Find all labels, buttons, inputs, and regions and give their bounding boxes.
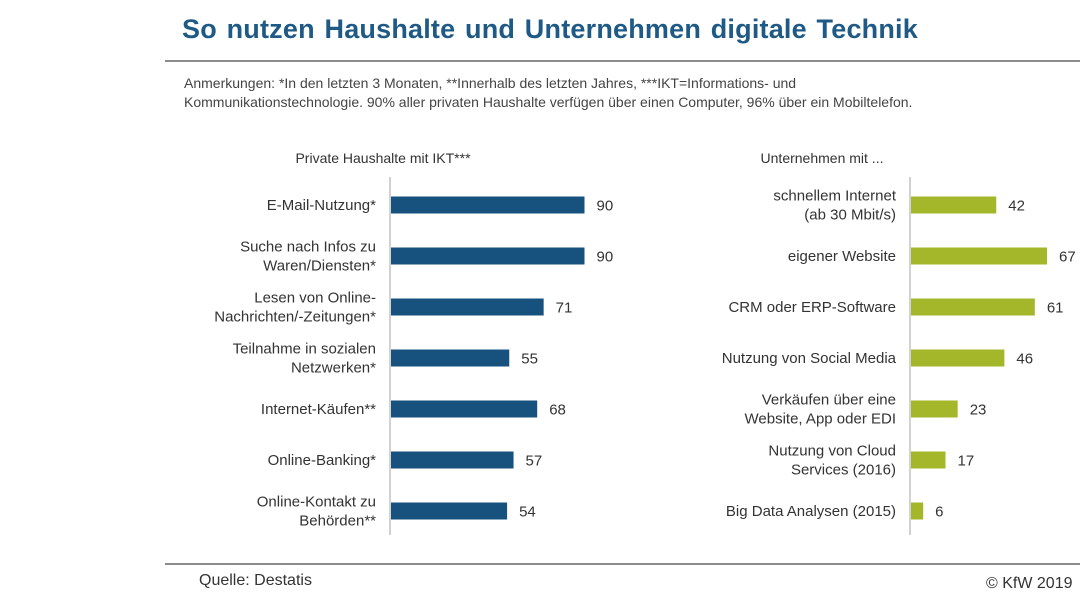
households-category-label: Nachrichten/-Zeitungen* <box>214 309 376 326</box>
companies-category-label: CRM oder ERP-Software <box>728 299 896 316</box>
annotation-line-1: Anmerkungen: *In den letzten 3 Monaten, … <box>184 75 797 91</box>
companies-value-label: 23 <box>970 402 987 419</box>
households-value-label: 90 <box>597 249 614 266</box>
source-note: Quelle: Destatis <box>199 572 312 589</box>
households-category-label: Suche nach Infos zu <box>240 239 376 256</box>
companies-bar <box>911 451 946 469</box>
households-value-label: 54 <box>519 504 536 521</box>
households-category-label: Lesen von Online- <box>254 290 376 307</box>
companies-bar <box>911 247 1048 265</box>
households-category-label: Netzwerken* <box>291 360 376 377</box>
households-bar <box>391 451 514 469</box>
households-value-label: 71 <box>556 300 573 317</box>
chart-title: So nutzen Haushalte und Unternehmen digi… <box>182 14 918 44</box>
companies-category-label: Big Data Analysen (2015) <box>726 503 896 520</box>
households-value-label: 90 <box>597 198 614 215</box>
households-value-label: 68 <box>549 402 566 419</box>
households-category-label: Online-Kontakt zu <box>257 494 376 511</box>
households-category-label: Waren/Diensten* <box>263 258 376 275</box>
companies-category-label: (ab 30 Mbit/s) <box>804 207 896 224</box>
households-category-label: Internet-Käufen** <box>261 401 376 418</box>
bottom-divider <box>165 563 1080 565</box>
companies-category-label: eigener Website <box>788 248 896 265</box>
copyright-note: © KfW 2019 <box>986 575 1073 592</box>
households-bar <box>391 298 544 316</box>
households-bar <box>391 502 508 520</box>
companies-category-label: Nutzung von Cloud <box>768 443 896 460</box>
companies-category-label: Services (2016) <box>791 462 896 479</box>
companies-bar <box>911 298 1035 316</box>
households-bar <box>391 400 538 418</box>
households-value-label: 55 <box>521 351 538 368</box>
companies-bar <box>911 400 958 418</box>
companies-value-label: 17 <box>958 453 975 470</box>
households-category-label: Teilnahme in sozialen <box>233 341 376 358</box>
annotations: Anmerkungen: *In den letzten 3 Monaten, … <box>184 74 1080 112</box>
top-divider <box>165 60 1080 62</box>
households-category-label: Online-Banking* <box>268 452 377 469</box>
companies-category-label: schnellem Internet <box>773 188 896 205</box>
companies-category-label: Verkäufen über eine <box>762 392 896 409</box>
companies-value-label: 61 <box>1047 300 1064 317</box>
companies-bar <box>911 502 924 520</box>
companies-category-label: Nutzung von Social Media <box>722 350 897 367</box>
companies-value-label: 46 <box>1016 351 1033 368</box>
annotation-line-2: Kommunikationstechnologie. 90% aller pri… <box>184 94 913 110</box>
companies-chart-title: Unternehmen mit ... <box>761 150 884 166</box>
households-bar <box>391 196 585 214</box>
households-value-label: 57 <box>526 453 543 470</box>
households-bar <box>391 247 585 265</box>
companies-bar <box>911 196 997 214</box>
households-chart-title: Private Haushalte mit IKT*** <box>295 150 471 166</box>
companies-value-label: 67 <box>1059 249 1076 266</box>
households-bar <box>391 349 510 367</box>
households-category-label: E-Mail-Nutzung* <box>267 197 376 214</box>
companies-category-label: Website, App oder EDI <box>745 411 896 428</box>
companies-bar <box>911 349 1005 367</box>
companies-value-label: 42 <box>1008 198 1025 215</box>
households-category-label: Behörden** <box>299 513 376 530</box>
companies-value-label: 6 <box>935 504 943 521</box>
